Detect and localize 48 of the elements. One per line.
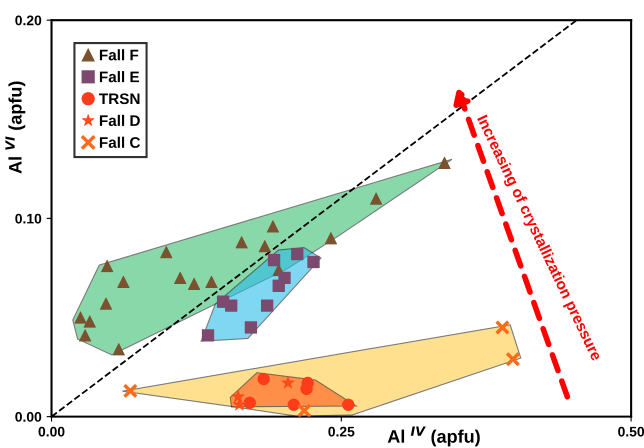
point — [122, 383, 138, 398]
point — [494, 320, 510, 335]
legend-label: TRSN — [99, 93, 140, 104]
point — [260, 299, 274, 312]
point — [101, 260, 114, 272]
point — [370, 192, 382, 205]
point — [244, 321, 258, 334]
point — [324, 232, 338, 244]
x-tick-label: 0.50 — [618, 426, 644, 437]
point — [505, 352, 520, 367]
y-axis-title: Al $^{VI}$ (apfu) — [5, 81, 26, 174]
point — [244, 396, 256, 409]
point — [78, 329, 92, 342]
point — [235, 236, 248, 248]
point — [438, 156, 451, 170]
point — [268, 254, 280, 266]
point — [278, 272, 291, 284]
y-tick-label: 0.00 — [15, 412, 42, 422]
point — [307, 256, 320, 268]
point — [160, 246, 172, 258]
point — [296, 403, 312, 417]
point — [258, 240, 271, 252]
point — [257, 372, 270, 386]
legend-label: Fall E — [100, 71, 140, 82]
legend-label: Fall D — [100, 114, 140, 126]
point — [291, 248, 304, 260]
point — [342, 398, 354, 411]
legend-label: Fall C — [100, 136, 140, 148]
point — [225, 299, 238, 312]
point — [266, 220, 280, 232]
x-axis-title: Al $^{IV}$ (apfu) — [388, 426, 480, 446]
point — [205, 276, 218, 288]
point — [174, 272, 186, 284]
point — [112, 343, 125, 356]
point — [84, 315, 96, 328]
point — [232, 390, 245, 402]
point — [288, 398, 300, 411]
y-tick-label: 0.10 — [15, 214, 42, 224]
legend-label: Fall F — [100, 49, 138, 60]
point — [74, 311, 87, 324]
point — [100, 297, 112, 310]
y-tick-label: 0.20 — [15, 15, 42, 26]
point — [281, 376, 295, 389]
x-tick-label: 0.00 — [38, 426, 64, 437]
x-tick-label: 0.25 — [328, 426, 354, 437]
point — [202, 329, 214, 342]
point — [188, 278, 200, 290]
point — [117, 276, 130, 288]
